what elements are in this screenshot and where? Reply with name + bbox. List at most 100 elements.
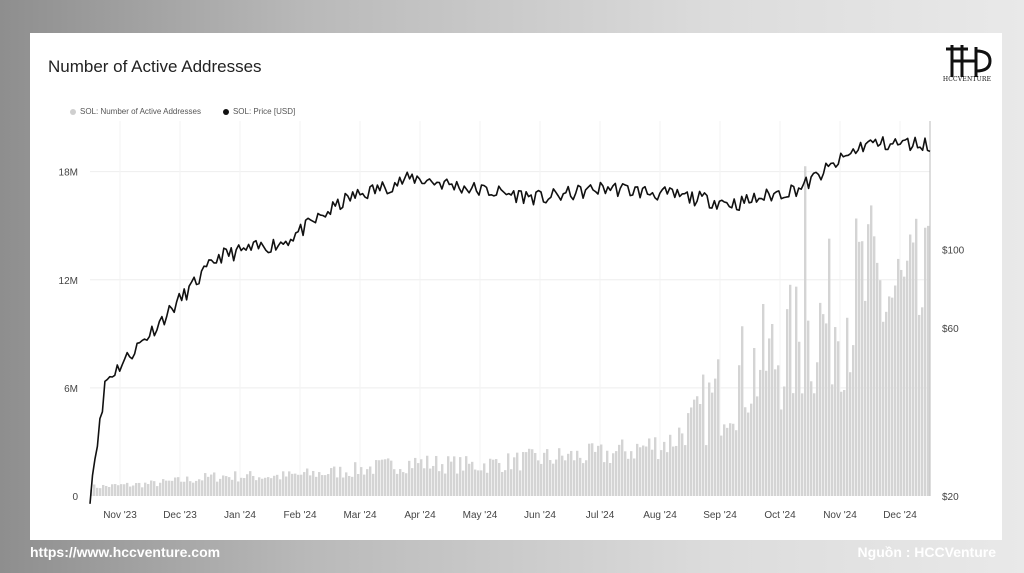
bar <box>747 412 750 496</box>
bar <box>228 477 231 496</box>
bar <box>867 224 870 496</box>
bar <box>498 462 501 496</box>
bar <box>561 455 564 496</box>
bar <box>369 466 372 496</box>
bar <box>309 475 312 496</box>
bar <box>357 474 360 496</box>
bar <box>417 463 420 496</box>
bar <box>753 348 756 496</box>
bar <box>453 456 456 496</box>
bar <box>222 475 225 496</box>
bar <box>333 466 336 496</box>
bar <box>627 458 630 496</box>
bar <box>807 320 810 496</box>
bar <box>531 449 534 496</box>
bar <box>288 471 291 496</box>
bar <box>141 487 144 496</box>
bar <box>897 258 900 496</box>
bar <box>279 479 282 496</box>
bar <box>198 479 201 496</box>
bar <box>657 459 660 496</box>
bar <box>918 314 921 496</box>
chart-card: Number of Active Addresses HCCVENTURE SO… <box>30 33 1002 540</box>
bar <box>795 286 798 496</box>
bar <box>219 478 222 496</box>
bar <box>450 461 453 496</box>
bar <box>699 403 702 496</box>
bar <box>99 488 102 496</box>
bar <box>297 474 300 496</box>
bar <box>129 486 132 496</box>
bar <box>738 365 741 496</box>
bar <box>237 481 240 496</box>
bar <box>168 480 171 496</box>
bar <box>363 474 366 496</box>
bar <box>501 471 504 496</box>
bar <box>756 396 759 496</box>
bar <box>711 392 714 496</box>
bar <box>510 469 513 496</box>
bar <box>348 475 351 496</box>
bar <box>600 444 603 496</box>
bar <box>207 476 210 496</box>
bar <box>564 460 567 496</box>
bar <box>633 458 636 496</box>
price-line <box>89 136 931 504</box>
bar <box>303 472 306 496</box>
bar <box>591 443 594 496</box>
bar <box>192 482 195 496</box>
bar <box>156 486 159 496</box>
bar <box>855 218 858 496</box>
bar <box>606 450 609 496</box>
bar <box>246 474 249 496</box>
bar <box>906 260 909 496</box>
bar <box>882 321 885 496</box>
footer-url[interactable]: https://www.hccventure.com <box>30 544 221 560</box>
bar <box>123 484 126 496</box>
bar <box>201 480 204 496</box>
legend-item-addresses[interactable]: SOL: Number of Active Addresses <box>70 107 201 116</box>
bar <box>345 472 348 496</box>
x-tick-label: Nov '24 <box>823 510 857 521</box>
bar <box>723 424 726 496</box>
bar <box>579 457 582 496</box>
x-tick-label: Apr '24 <box>404 510 436 521</box>
x-tick-label: Nov '23 <box>103 510 137 521</box>
bar <box>729 423 732 496</box>
x-tick-label: Dec '24 <box>883 510 917 521</box>
bar <box>483 463 486 496</box>
legend-label-addresses: SOL: Number of Active Addresses <box>80 107 201 116</box>
bar <box>120 484 123 496</box>
bar <box>798 341 801 496</box>
bar <box>762 304 765 496</box>
bar <box>240 477 243 496</box>
x-tick-label: May '24 <box>463 510 498 521</box>
bar <box>336 477 339 496</box>
bar <box>519 470 522 496</box>
bar <box>834 327 837 496</box>
legend-item-price[interactable]: SOL: Price [USD] <box>222 107 295 116</box>
bar <box>909 234 912 497</box>
bar <box>213 472 216 496</box>
bar <box>126 482 129 496</box>
bar <box>486 472 489 496</box>
bar <box>768 338 771 496</box>
bar <box>528 448 531 496</box>
y-left-tick-label: 12M <box>59 276 78 287</box>
bar <box>468 463 471 496</box>
bar <box>204 473 207 496</box>
bar <box>261 478 264 496</box>
bar <box>858 241 861 496</box>
bar <box>774 369 777 496</box>
x-tick-label: Jan '24 <box>224 510 256 521</box>
bar <box>342 477 345 496</box>
y-left-tick-label: 6M <box>64 384 78 395</box>
bar <box>825 323 828 496</box>
bar <box>876 262 879 496</box>
bar <box>432 465 435 496</box>
bar <box>567 453 570 496</box>
bar <box>684 445 687 496</box>
bar <box>840 391 843 496</box>
bar <box>891 297 894 496</box>
bar <box>471 461 474 496</box>
